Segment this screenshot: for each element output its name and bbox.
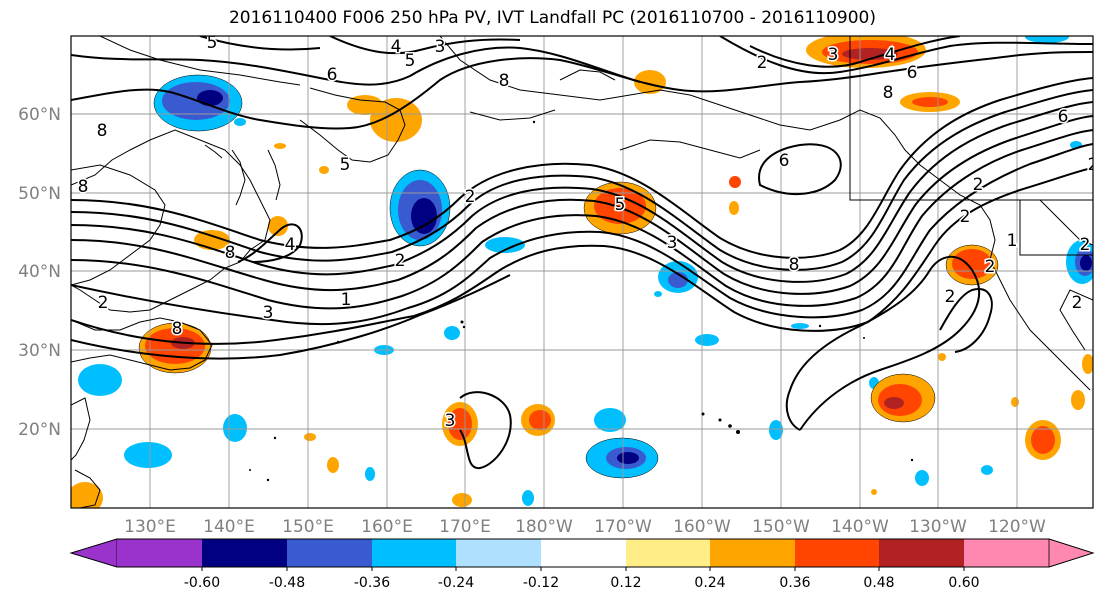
contour-label: 2 xyxy=(960,207,971,227)
colorbar-bin xyxy=(626,539,710,567)
contour-label: 3 xyxy=(263,303,274,323)
lat-label-40n: 40°N xyxy=(18,262,61,282)
contour-label: 1 xyxy=(1007,231,1018,251)
contour-label: 2 xyxy=(1080,235,1091,255)
longitude-labels: 130°E 140°E 150°E 160°E 170°E 180°W 170°… xyxy=(124,517,1046,537)
contour-label: 8 xyxy=(172,319,183,339)
lon-label: 140°W xyxy=(831,517,889,537)
contour-label: 5 xyxy=(207,33,218,53)
contour-label: 2 xyxy=(985,257,996,277)
colorbar-tick-label: 0.24 xyxy=(694,575,725,591)
contour-label: 6 xyxy=(779,151,790,171)
contour-label: 2 xyxy=(973,175,984,195)
contour-label: 6 xyxy=(907,63,918,83)
contour-label: 2 xyxy=(1088,155,1099,175)
contour-label: 8 xyxy=(78,177,89,197)
lon-label: 130°E xyxy=(124,517,176,537)
map-frame xyxy=(70,35,1094,509)
contour-label: 6 xyxy=(1058,107,1069,127)
lon-label: 160°E xyxy=(361,517,413,537)
colorbar: -0.60 -0.48 -0.36 -0.24 -0.12 0.12 0.24 … xyxy=(69,538,1095,591)
contour-label: 4 xyxy=(285,235,296,255)
colorbar-bin xyxy=(202,539,287,567)
lon-label: 160°W xyxy=(673,517,731,537)
colorbar-under-arrow xyxy=(69,538,118,568)
contour-label: 2 xyxy=(98,293,109,313)
colorbar-bin xyxy=(456,539,541,567)
colorbar-tick-label: -0.36 xyxy=(354,575,390,591)
map-area: 5 4 3 5 6 2 3 4 6 8 8 6 8 5 2 8 6 5 4 3 … xyxy=(71,33,1099,508)
map-title: 2016110400 F006 250 hPa PV, IVT Landfall… xyxy=(228,8,876,28)
contour-label: 3 xyxy=(667,233,678,253)
contour-label: 4 xyxy=(885,45,896,65)
colorbar-bin xyxy=(117,539,202,567)
colorbar-outline xyxy=(69,538,1095,568)
graticule xyxy=(71,36,1093,508)
coastlines xyxy=(71,36,1093,508)
lat-label-50n: 50°N xyxy=(18,184,61,204)
colorbar-bin xyxy=(879,539,964,567)
lon-label: 120°W xyxy=(988,517,1046,537)
lon-label: 170°E xyxy=(439,517,491,537)
positive-anomaly-subtropical-east xyxy=(870,373,936,423)
colorbar-over-arrow xyxy=(1048,538,1095,568)
colorbar-bin xyxy=(964,539,1049,567)
colorbar-bin xyxy=(372,539,456,567)
contour-label: 8 xyxy=(499,71,510,91)
contour-label: 8 xyxy=(789,255,800,275)
colorbar-tick-label: 0.60 xyxy=(948,575,979,591)
contour-label: 3 xyxy=(445,411,456,431)
contour-label: 2 xyxy=(395,251,406,271)
negative-anomaly-w-kamchatka-region xyxy=(153,74,243,132)
contour-label: 4 xyxy=(391,37,402,57)
lon-label: 150°E xyxy=(282,517,334,537)
negative-anomaly-central-pacific xyxy=(389,169,451,247)
colorbar-bin xyxy=(710,539,795,567)
contour-label: 1 xyxy=(341,290,352,310)
contour-label: 8 xyxy=(225,243,236,263)
colorbar-bin xyxy=(287,539,372,567)
islands xyxy=(249,120,914,482)
contour-label: 5 xyxy=(615,195,626,215)
contour-label: 5 xyxy=(405,51,416,71)
colorbar-tick-label: 0.12 xyxy=(610,575,641,591)
lon-label: 180°W xyxy=(515,517,573,537)
contour-label: 8 xyxy=(97,121,108,141)
colorbar-tick-label: 0.48 xyxy=(863,575,894,591)
minor-positive-patches xyxy=(71,70,1093,508)
contour-label: 5 xyxy=(340,155,351,175)
colorbar-tick-label: -0.12 xyxy=(523,575,559,591)
lat-label-20n: 20°N xyxy=(18,420,61,440)
lon-label: 140°E xyxy=(203,517,255,537)
lat-label-60n: 60°N xyxy=(18,105,61,125)
contour-label: 3 xyxy=(828,45,839,65)
contour-label: 8 xyxy=(883,83,894,103)
lon-label: 170°W xyxy=(594,517,652,537)
colorbar-tick-label: 0.36 xyxy=(779,575,810,591)
latitude-labels: 60°N 50°N 40°N 30°N 20°N xyxy=(18,105,61,440)
colorbar-bin xyxy=(795,539,879,567)
pv-contours xyxy=(71,36,1093,470)
positive-anomaly-us-west-coast xyxy=(945,244,999,286)
contour-label: 2 xyxy=(465,187,476,207)
colorbar-tick-label: -0.24 xyxy=(438,575,474,591)
colorbar-tick-label: -0.60 xyxy=(184,575,220,591)
negative-anomaly-subtropical xyxy=(585,437,659,479)
colorbar-tick-label: -0.48 xyxy=(269,575,305,591)
lon-label: 130°W xyxy=(909,517,967,537)
contour-label: 2 xyxy=(757,53,768,73)
colorbar-bin xyxy=(541,539,626,567)
contour-label: 2 xyxy=(1072,293,1083,313)
lat-label-30n: 30°N xyxy=(18,341,61,361)
contour-label: 2 xyxy=(945,287,956,307)
colorbar-tick-labels: -0.60 -0.48 -0.36 -0.24 -0.12 0.12 0.24 … xyxy=(184,575,980,591)
contour-label: 3 xyxy=(435,37,446,57)
contour-label: 6 xyxy=(327,65,338,85)
anomaly-shading xyxy=(71,36,1093,508)
lon-label: 150°W xyxy=(752,517,810,537)
colorbar-ticks xyxy=(201,567,965,571)
contour-labels: 5 4 3 5 6 2 3 4 6 8 8 6 8 5 2 8 6 5 4 3 … xyxy=(76,33,1099,433)
